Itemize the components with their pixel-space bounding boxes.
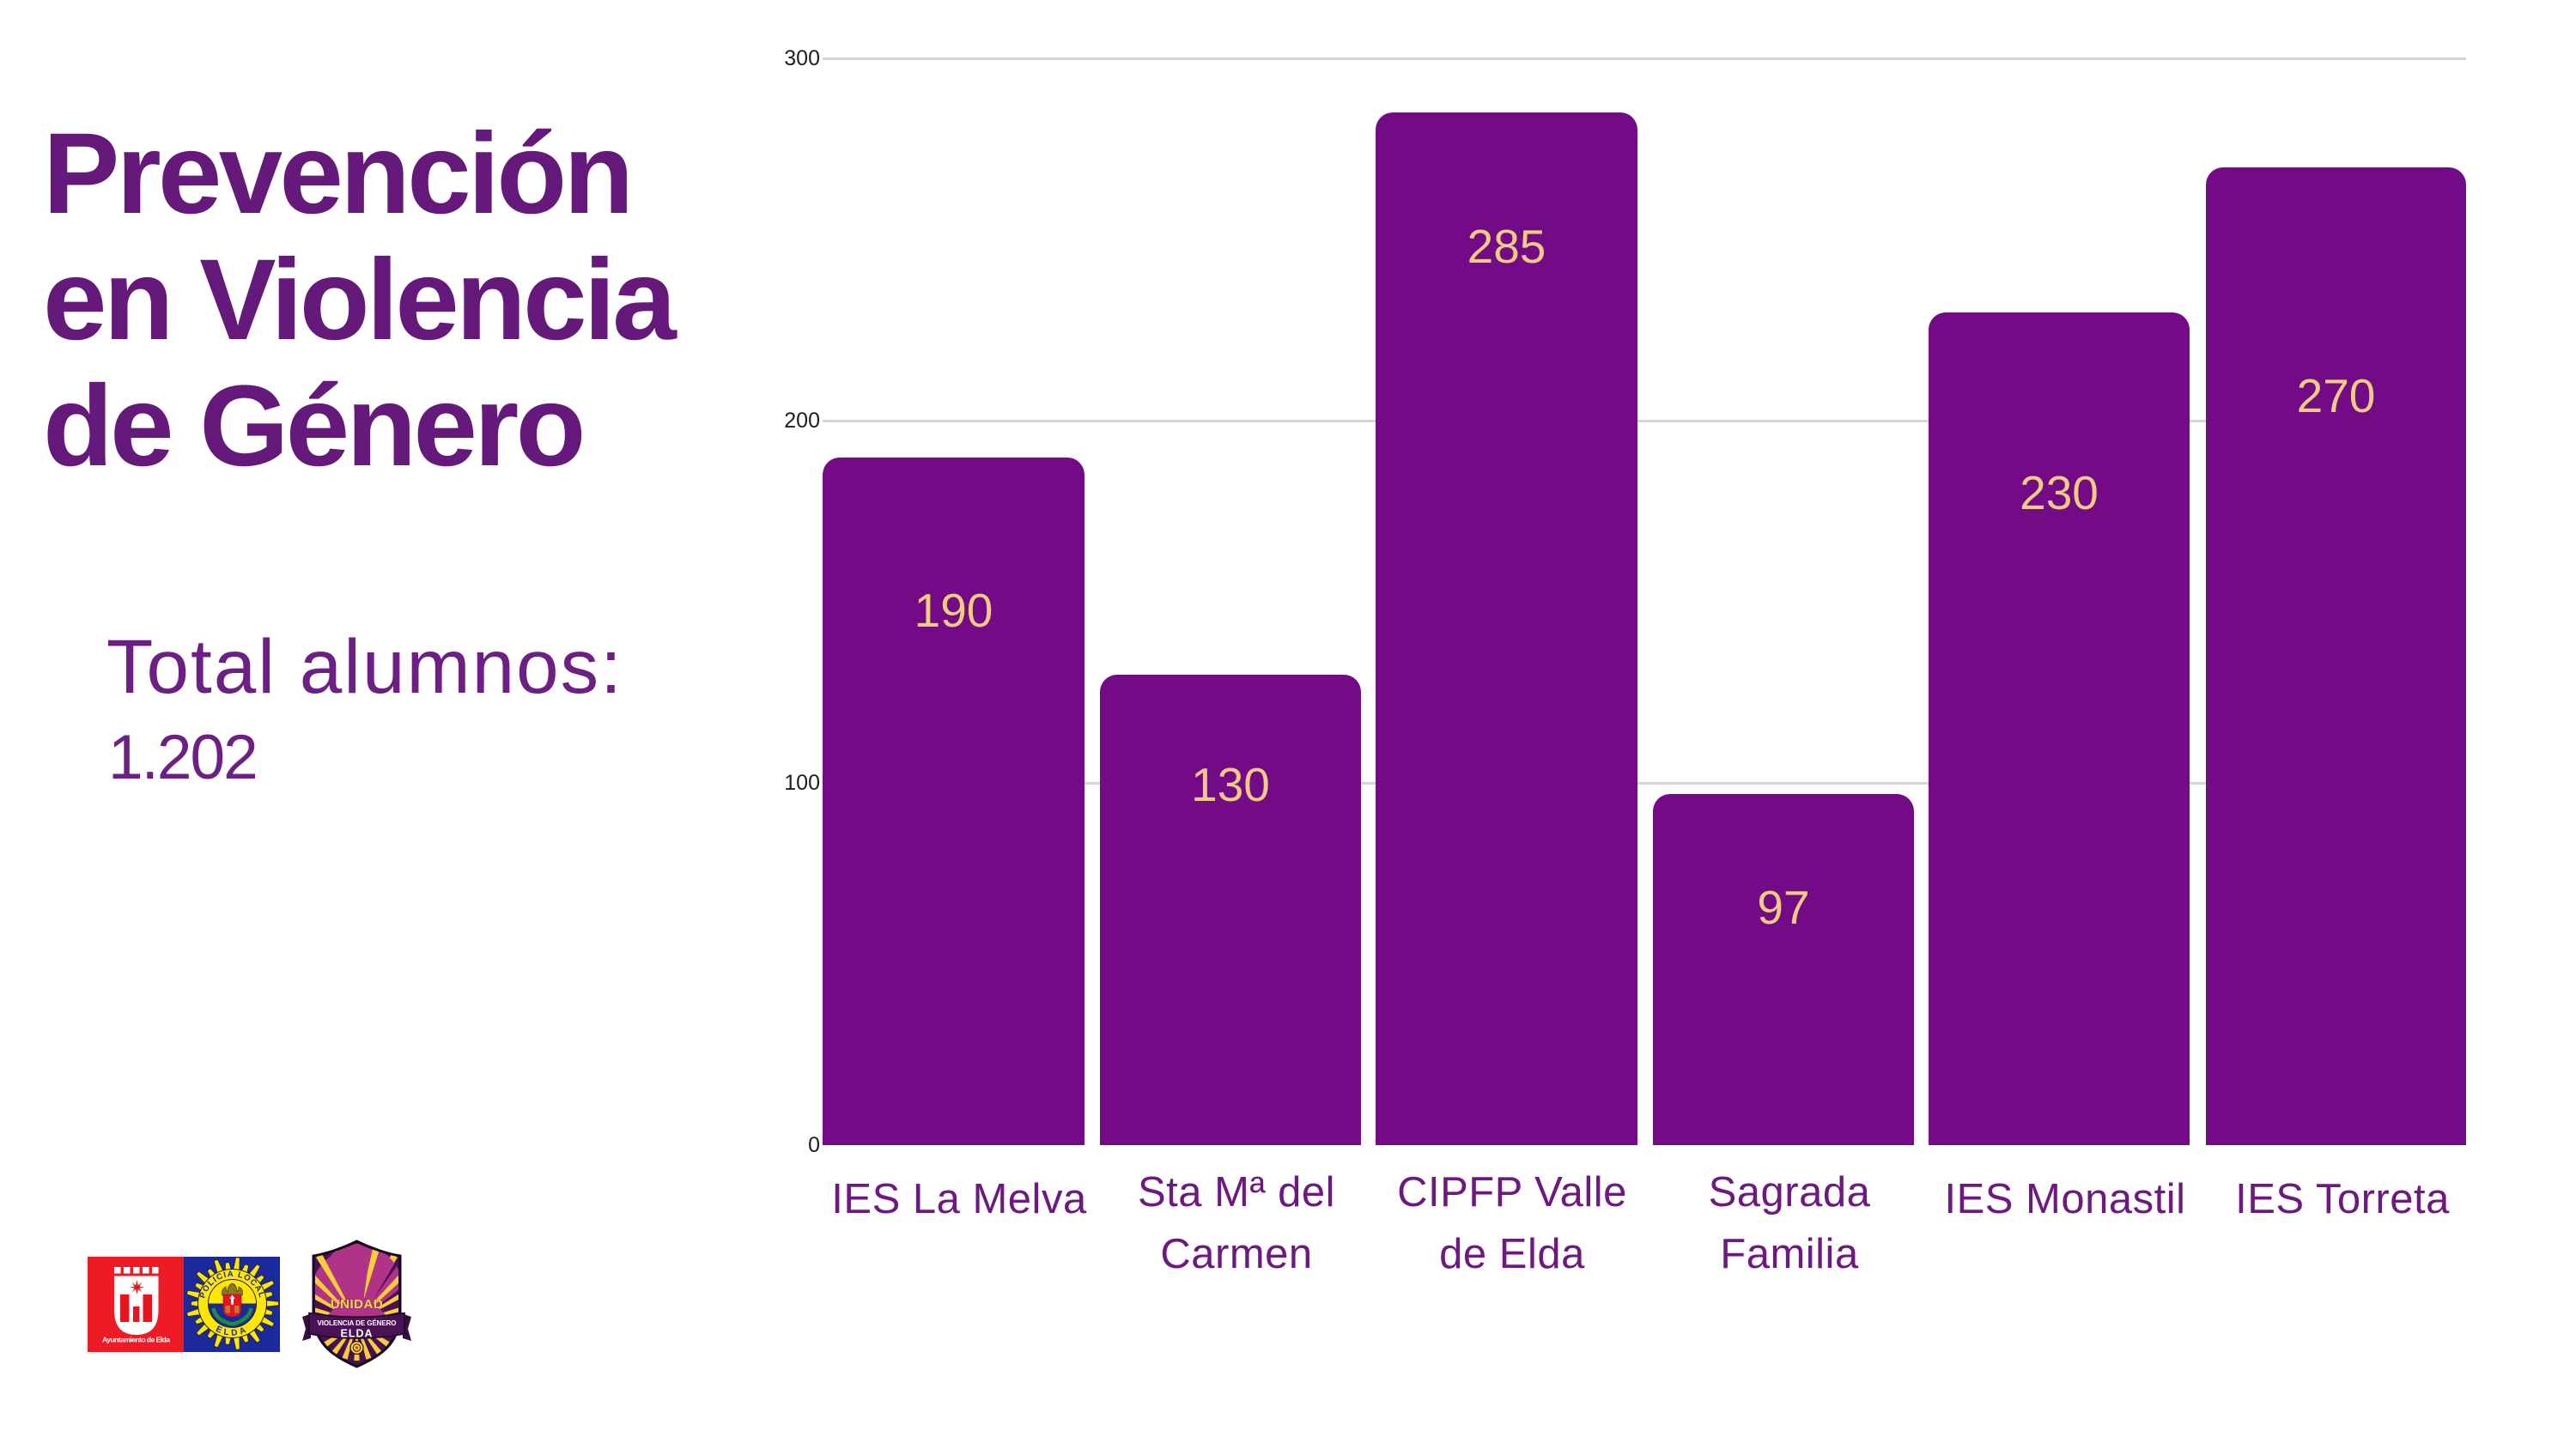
svg-text:Ayuntamiento de Elda: Ayuntamiento de Elda [102, 1336, 170, 1344]
svg-text:ELDA: ELDA [340, 1328, 373, 1340]
svg-text:VIOLENCIA DE GÉNERO: VIOLENCIA DE GÉNERO [318, 1319, 397, 1327]
svg-text:ELDA: ELDA [215, 1325, 251, 1338]
svg-text:UNIDAD: UNIDAD [331, 1297, 383, 1312]
